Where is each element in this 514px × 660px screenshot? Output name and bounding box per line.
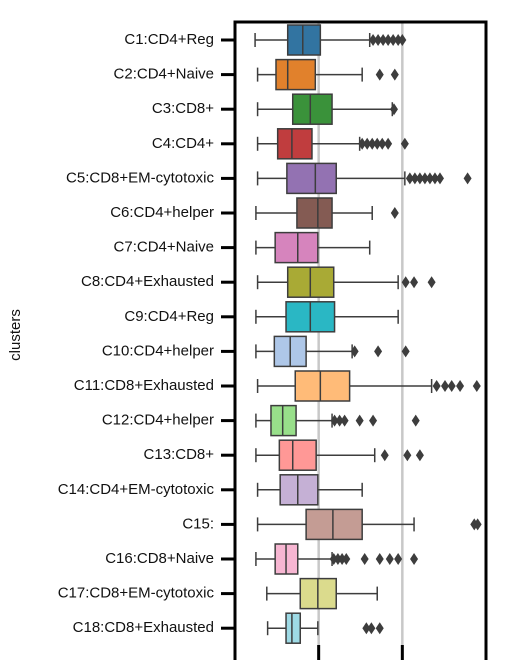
y-tick-label: C14:CD4+EM-cytotoxic [58,481,215,498]
outlier [435,172,444,185]
outlier [425,172,434,185]
outlier [368,137,377,150]
outlier [410,276,419,289]
y-tick-label: C18:CD8+Exhausted [73,619,214,636]
outlier [384,34,393,46]
y-tick-label: C2:CD4+Naive [114,66,214,83]
outlier [473,518,482,531]
outlier [375,553,384,565]
outlier [420,172,429,185]
outlier [430,172,439,185]
y-tick-label: C7:CD4+Naive [114,239,214,256]
outlier [472,380,481,392]
box [275,58,317,91]
outlier [362,622,371,635]
box [305,508,363,541]
y-tick-label: C9:CD4+Reg [124,308,214,325]
box [276,128,313,160]
box [279,474,319,506]
y-tick-label: C6:CD4+helper [110,204,214,221]
y-tick-label: C11:CD8+Exhausted [74,377,214,394]
outlier [456,380,465,392]
y-tick-label: C5:CD8+EM-cytotoxic [66,169,214,186]
outlier [338,553,347,565]
outlier [329,553,338,565]
outlier [400,137,409,150]
outlier [401,276,410,289]
outlier [369,414,378,427]
outlier [330,414,339,427]
outlier [373,137,382,150]
outlier [374,34,383,46]
y-tick-label: C1:CD4+Reg [124,31,214,48]
outlier [340,414,349,427]
box [274,231,319,264]
outlier [363,137,372,150]
outlier [401,345,410,358]
y-axis-label: clusters [7,309,24,361]
outlier [355,414,364,427]
outlier [415,449,424,462]
outlier [394,34,403,46]
outlier [358,137,367,150]
outlier [389,103,398,116]
y-tick-label: C16:CD8+Naive [105,550,214,567]
outlier [398,34,407,46]
box [278,439,317,471]
y-tick-label: C10:CD4+helper [102,342,214,359]
outlier [415,172,424,185]
y-tick-label: C12:CD4+helper [102,412,214,429]
outlier [333,553,342,565]
box [286,24,322,56]
outlier [432,380,441,392]
outlier [380,449,389,462]
y-tick-label: C4:CD4+ [152,135,214,152]
outlier [379,34,388,46]
outlier [378,137,387,150]
outlier [375,68,384,81]
y-tick-label: C8:CD4+Exhausted [81,273,214,290]
outlier [411,414,420,427]
outlier [369,34,378,46]
outlier [375,622,384,635]
outlier [394,553,403,565]
box [285,612,302,644]
y-tick-label: C13:CD8+ [144,446,215,463]
outlier [385,553,394,565]
outlier [350,345,359,358]
outlier [360,553,369,565]
outlier [463,172,472,185]
outlier [410,553,419,565]
outlier [390,207,399,219]
outlier [335,414,344,427]
box [294,370,351,402]
outlier [410,172,419,185]
outlier [441,380,450,392]
outlier [384,137,393,150]
outlier [367,622,376,635]
y-tick-label: C15: [182,515,214,532]
box [286,162,337,195]
box [291,93,333,125]
outlier [389,34,398,46]
outlier [403,449,412,462]
y-tick-label: C17:CD8+EM-cytotoxic [58,585,215,602]
outlier [405,172,414,185]
outlier [342,553,351,565]
outlier [390,68,399,81]
outlier [447,380,456,392]
y-tick-label: C3:CD8+ [152,100,214,117]
outlier [374,345,383,358]
outlier [427,276,436,289]
box [296,197,333,229]
box [270,404,297,437]
